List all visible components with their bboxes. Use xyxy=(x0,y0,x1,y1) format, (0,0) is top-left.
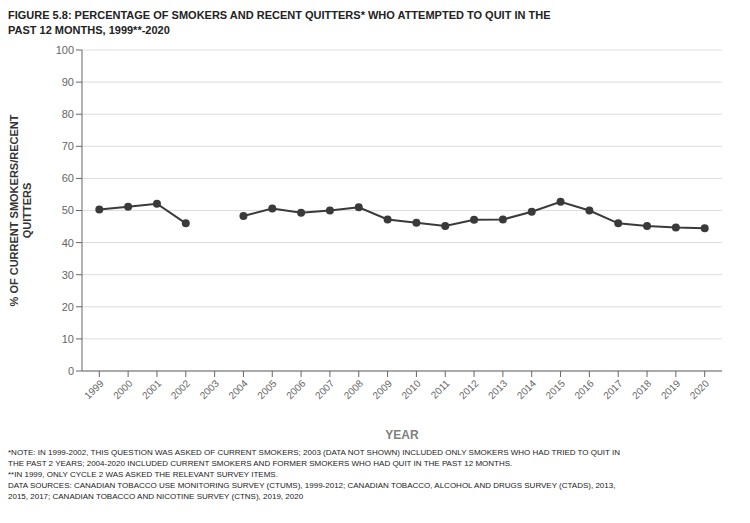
svg-text:2012: 2012 xyxy=(457,377,481,401)
svg-text:% OF CURRENT SMOKERS/RECENTQUI: % OF CURRENT SMOKERS/RECENTQUITTERS xyxy=(8,114,33,306)
html-text:FIGURE 5.8: PERCENTAGE OF SMOK: FIGURE 5.8: PERCENTAGE OF SMOKERS AND RE… xyxy=(8,9,551,21)
svg-text:20: 20 xyxy=(62,301,74,313)
svg-text:2009: 2009 xyxy=(371,377,395,401)
svg-text:30: 30 xyxy=(62,269,74,281)
svg-text:50: 50 xyxy=(62,204,74,216)
svg-text:80: 80 xyxy=(62,108,74,120)
svg-text:2018: 2018 xyxy=(630,377,654,401)
svg-text:2004: 2004 xyxy=(226,377,250,401)
svg-text:2003: 2003 xyxy=(198,377,222,401)
html-text:**IN 1999, ONLY CYCLE 2 WAS AS: **IN 1999, ONLY CYCLE 2 WAS ASKED THE RE… xyxy=(8,470,278,479)
svg-text:2014: 2014 xyxy=(515,377,539,401)
html-text:THE PAST 2 YEARS; 2004-2020 IN: THE PAST 2 YEARS; 2004-2020 INCLUDED CUR… xyxy=(8,459,513,468)
svg-text:2017: 2017 xyxy=(601,377,625,401)
svg-text:40: 40 xyxy=(62,237,74,249)
svg-text:2011: 2011 xyxy=(429,377,452,400)
svg-text:2007: 2007 xyxy=(313,377,337,401)
svg-text:YEAR: YEAR xyxy=(385,428,419,442)
svg-text:2002: 2002 xyxy=(169,377,193,401)
svg-text:1999: 1999 xyxy=(82,377,106,401)
html-text:*NOTE: IN 1999-2002, THIS QUES: *NOTE: IN 1999-2002, THIS QUESTION WAS A… xyxy=(8,448,620,457)
svg-text:2019: 2019 xyxy=(659,377,683,401)
svg-text:10: 10 xyxy=(62,333,74,345)
svg-text:2001: 2001 xyxy=(140,377,164,401)
svg-text:2008: 2008 xyxy=(342,377,366,401)
svg-text:2005: 2005 xyxy=(255,377,279,401)
svg-text:2015: 2015 xyxy=(543,377,567,401)
svg-text:100: 100 xyxy=(56,44,74,56)
html-text:PAST 12 MONTHS, 1999**-2020: PAST 12 MONTHS, 1999**-2020 xyxy=(8,24,170,36)
svg-text:0: 0 xyxy=(68,365,74,377)
html-text:DATA SOURCES: CANADIAN TOBACCO: DATA SOURCES: CANADIAN TOBACCO USE MONIT… xyxy=(8,481,616,490)
svg-text:2000: 2000 xyxy=(111,377,135,401)
svg-text:2010: 2010 xyxy=(399,377,423,401)
svg-text:2013: 2013 xyxy=(486,377,510,401)
svg-text:2016: 2016 xyxy=(572,377,596,401)
svg-text:2020: 2020 xyxy=(688,377,712,401)
svg-text:70: 70 xyxy=(62,140,74,152)
svg-text:60: 60 xyxy=(62,172,74,184)
html-text:2015, 2017; CANADIAN TOBACCO A: 2015, 2017; CANADIAN TOBACCO AND NICOTIN… xyxy=(8,492,304,501)
svg-text:90: 90 xyxy=(62,76,74,88)
svg-text:2006: 2006 xyxy=(284,377,308,401)
